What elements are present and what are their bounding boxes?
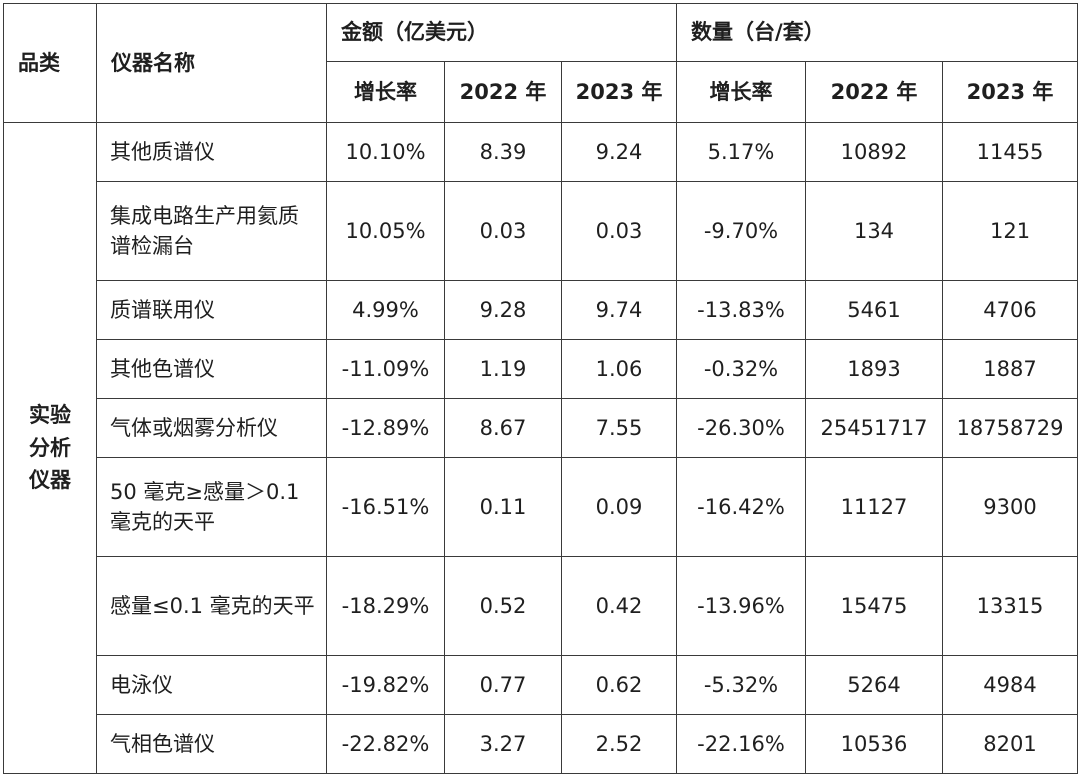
amount-2022: 9.28	[444, 280, 562, 340]
qty-2022: 5264	[805, 655, 943, 715]
qty-growth: -5.32%	[676, 655, 806, 715]
qty-growth: -13.83%	[676, 280, 806, 340]
qty-2023: 11455	[941, 122, 1079, 182]
qty-growth: -26.30%	[676, 398, 806, 458]
amount-2023: 9.74	[561, 280, 677, 340]
category-label-line: 实验	[29, 403, 71, 428]
amount-2023: 0.03	[561, 181, 677, 281]
header-category: 品类	[3, 3, 97, 123]
amount-2023: 9.24	[561, 122, 677, 182]
instrument-name: 气体或烟雾分析仪	[96, 398, 327, 458]
table-row: 气体或烟雾分析仪 -12.89% 8.67 7.55 -26.30% 25451…	[4, 398, 1079, 458]
amount-growth: -16.51%	[326, 457, 445, 557]
amount-2022: 1.19	[444, 339, 562, 399]
instrument-name: 其他色谱仪	[96, 339, 327, 399]
amount-2023: 2.52	[561, 714, 677, 774]
qty-2023: 13315	[941, 556, 1079, 656]
instrument-name: 气相色谱仪	[96, 714, 327, 774]
header-amount-growth: 增长率	[326, 61, 445, 123]
qty-2022: 5461	[805, 280, 943, 340]
amount-growth: -12.89%	[326, 398, 445, 458]
amount-2022: 8.67	[444, 398, 562, 458]
qty-growth: -9.70%	[676, 181, 806, 281]
instrument-name: 质谱联用仪	[96, 280, 327, 340]
header-amount-2022: 2022 年	[444, 61, 562, 123]
qty-2023: 8201	[941, 714, 1079, 774]
header-amount-group: 金额（亿美元）	[326, 3, 677, 62]
header-instrument-name: 仪器名称	[96, 3, 327, 123]
instrument-name: 电泳仪	[96, 655, 327, 715]
header-qty-growth: 增长率	[676, 61, 806, 123]
header-quantity-group: 数量（台/套）	[675, 3, 1079, 62]
amount-2023: 7.55	[561, 398, 677, 458]
qty-2023: 1887	[941, 339, 1079, 399]
amount-2022: 0.11	[444, 457, 562, 557]
qty-growth: -0.32%	[676, 339, 806, 399]
amount-2023: 0.62	[561, 655, 677, 715]
qty-2022: 134	[805, 181, 943, 281]
table-row: 气相色谱仪 -22.82% 3.27 2.52 -22.16% 10536 82…	[4, 714, 1079, 774]
amount-2022: 0.52	[444, 556, 562, 656]
amount-growth: -18.29%	[326, 556, 445, 656]
amount-2022: 0.03	[444, 181, 562, 281]
amount-growth: 10.10%	[326, 122, 445, 182]
qty-2022: 15475	[805, 556, 943, 656]
qty-2022: 11127	[805, 457, 943, 557]
qty-2022: 1893	[805, 339, 943, 399]
qty-2023: 4706	[941, 280, 1079, 340]
table-row: 其他色谱仪 -11.09% 1.19 1.06 -0.32% 1893 1887	[4, 339, 1079, 399]
amount-growth: 10.05%	[326, 181, 445, 281]
header-qty-2023: 2023 年	[941, 61, 1079, 123]
qty-2023: 121	[941, 181, 1079, 281]
qty-growth: -16.42%	[676, 457, 806, 557]
qty-2022: 25451717	[805, 398, 943, 458]
table-row: 电泳仪 -19.82% 0.77 0.62 -5.32% 5264 4984	[4, 655, 1079, 715]
amount-2022: 0.77	[444, 655, 562, 715]
table-row: 感量≤0.1 毫克的天平 -18.29% 0.52 0.42 -13.96% 1…	[4, 556, 1079, 656]
table-row: 50 毫克≥感量＞0.1 毫克的天平 -16.51% 0.11 0.09 -16…	[4, 457, 1079, 557]
qty-growth: -13.96%	[676, 556, 806, 656]
instrument-name: 感量≤0.1 毫克的天平	[96, 556, 327, 656]
instrument-name: 50 毫克≥感量＞0.1 毫克的天平	[96, 457, 327, 557]
qty-growth: -22.16%	[676, 714, 806, 774]
amount-growth: -22.82%	[326, 714, 445, 774]
qty-2022: 10892	[805, 122, 943, 182]
amount-growth: -19.82%	[326, 655, 445, 715]
header-qty-2022: 2022 年	[805, 61, 943, 123]
amount-2022: 3.27	[444, 714, 562, 774]
amount-2023: 0.42	[561, 556, 677, 656]
qty-2023: 4984	[941, 655, 1079, 715]
category-label-line: 分析	[29, 435, 71, 460]
header-row-top: 品类 仪器名称 金额（亿美元） 数量（台/套）	[3, 3, 1079, 123]
amount-growth: 4.99%	[326, 280, 445, 340]
amount-2022: 8.39	[444, 122, 562, 182]
instrument-name: 集成电路生产用氦质谱检漏台	[96, 181, 327, 281]
qty-2023: 18758729	[941, 398, 1079, 458]
amount-2023: 1.06	[561, 339, 677, 399]
category-cell: 实验 分析 仪器	[3, 122, 97, 774]
amount-2023: 0.09	[561, 457, 677, 557]
amount-growth: -11.09%	[326, 339, 445, 399]
table-row: 质谱联用仪 4.99% 9.28 9.74 -13.83% 5461 4706	[4, 280, 1079, 340]
instrument-data-table: 品类 仪器名称 金额（亿美元） 数量（台/套） 增长率 2022 年 2023 …	[3, 3, 1079, 774]
instrument-name: 其他质谱仪	[96, 122, 327, 182]
table-row: 实验 分析 仪器 其他质谱仪 10.10% 8.39 9.24 5.17% 10…	[3, 122, 1079, 774]
qty-2022: 10536	[805, 714, 943, 774]
qty-growth: 5.17%	[676, 122, 806, 182]
category-label-line: 仪器	[29, 468, 71, 493]
table-row: 集成电路生产用氦质谱检漏台 10.05% 0.03 0.03 -9.70% 13…	[4, 181, 1079, 281]
qty-2023: 9300	[941, 457, 1079, 557]
header-amount-2023: 2023 年	[561, 61, 677, 123]
